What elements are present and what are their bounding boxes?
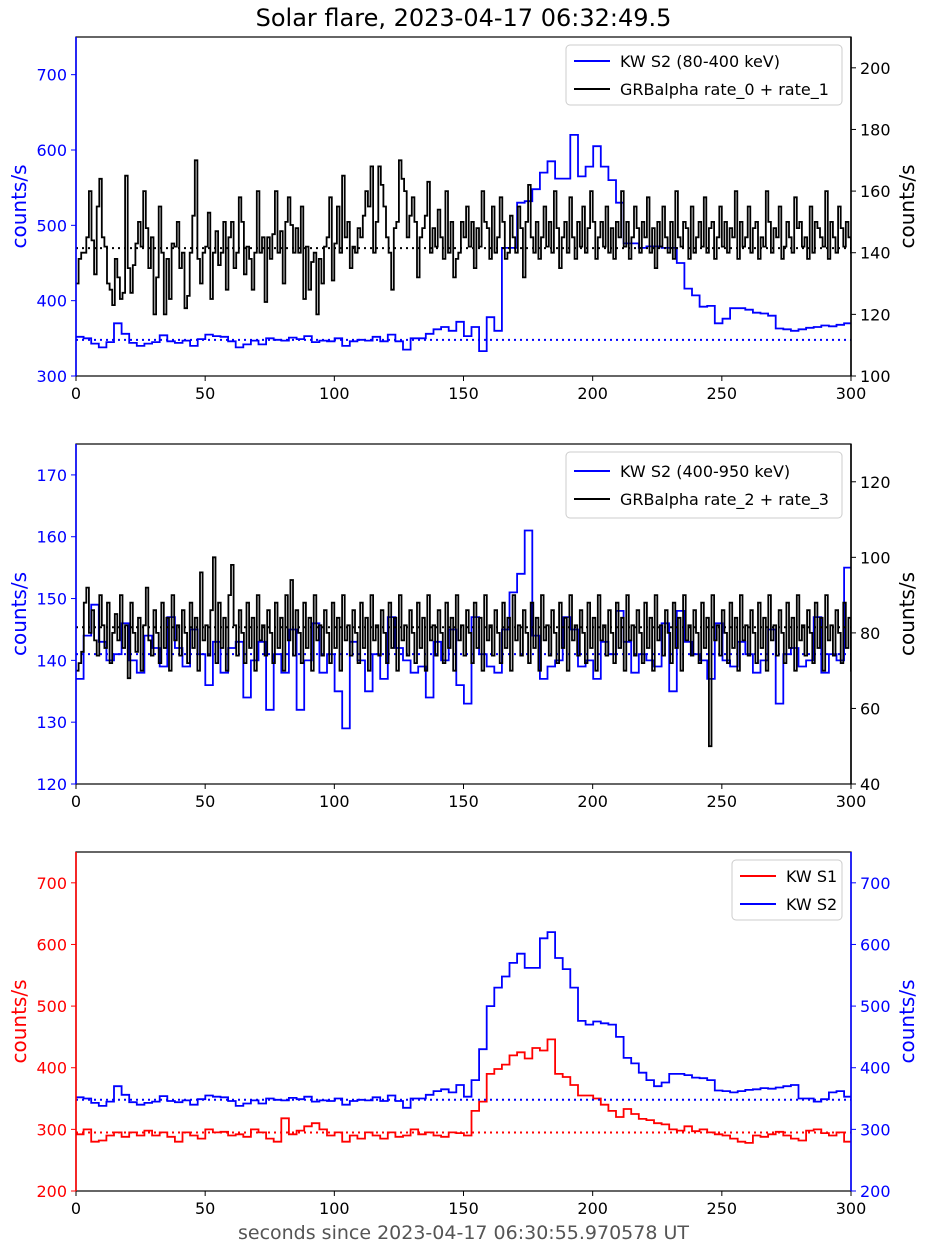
x-tick-label: 200 xyxy=(577,1199,608,1218)
x-tick-label: 0 xyxy=(71,1199,81,1218)
left-axis-label: counts/s xyxy=(7,572,31,656)
left-y-tick-label: 300 xyxy=(36,367,67,386)
right-axis-label: counts/s xyxy=(895,572,919,656)
right-y-tick-label: 80 xyxy=(860,624,880,643)
x-tick-label: 250 xyxy=(707,1199,738,1218)
legend: KW S1 KW S2 xyxy=(731,859,843,921)
x-tick-label: 300 xyxy=(836,384,867,403)
right-y-tick-label: 200 xyxy=(860,59,891,78)
left-y-tick-label: 170 xyxy=(36,466,67,485)
right-y-tick-label: 40 xyxy=(860,775,880,794)
legend: KW S2 (80-400 keV) GRBalpha rate_0 + rate… xyxy=(565,44,843,106)
legend-label: KW S1 xyxy=(786,867,837,886)
legend-label: GRBalpha rate_0 + rate_1 xyxy=(620,80,829,100)
legend-box xyxy=(565,44,843,106)
x-tick-label: 0 xyxy=(71,384,81,403)
x-tick-label: 150 xyxy=(448,1199,479,1218)
right-y-tick-label: 500 xyxy=(860,997,891,1016)
x-tick-label: 50 xyxy=(195,1199,215,1218)
x-tick-label: 150 xyxy=(448,384,479,403)
right-y-tick-label: 160 xyxy=(860,182,891,201)
x-tick-label: 50 xyxy=(195,792,215,811)
left-y-tick-label: 600 xyxy=(36,141,67,160)
x-tick-label: 100 xyxy=(319,1199,350,1218)
series-line-1 xyxy=(76,159,851,316)
x-tick-label: 250 xyxy=(707,384,738,403)
panel-middle: 0 50 100 150 200 250 300 120 130 140 150 160 170 40 60… xyxy=(7,443,919,811)
left-y-tick-label: 400 xyxy=(36,292,67,311)
left-y-tick-label: 150 xyxy=(36,590,67,609)
series-line-1 xyxy=(76,556,851,748)
legend-box xyxy=(565,451,843,519)
x-tick-label: 300 xyxy=(836,792,867,811)
series-line-0 xyxy=(76,529,851,730)
x-tick-label: 0 xyxy=(71,792,81,811)
left-y-tick-label: 400 xyxy=(36,1059,67,1078)
plot-area xyxy=(76,134,851,352)
x-tick-label: 50 xyxy=(195,384,215,403)
x-tick-label: 300 xyxy=(836,1199,867,1218)
right-y-tick-label: 120 xyxy=(860,473,891,492)
x-tick-label: 150 xyxy=(448,792,479,811)
right-y-tick-label: 140 xyxy=(860,244,891,263)
left-y-tick-label: 130 xyxy=(36,713,67,732)
series-line-1 xyxy=(76,931,851,1109)
left-y-tick-label: 300 xyxy=(36,1120,67,1139)
right-y-tick-label: 100 xyxy=(860,548,891,567)
left-y-tick-label: 500 xyxy=(36,997,67,1016)
x-axis-label: seconds since 2023-04-17 06:30:55.970578… xyxy=(237,1222,689,1244)
plot-area xyxy=(76,529,851,748)
legend-label: KW S2 (80-400 keV) xyxy=(620,52,780,71)
x-tick-label: 250 xyxy=(707,792,738,811)
left-y-tick-label: 160 xyxy=(36,528,67,547)
plot-area xyxy=(76,931,851,1144)
right-y-tick-label: 120 xyxy=(860,305,891,324)
x-tick-label: 200 xyxy=(577,384,608,403)
right-y-tick-label: 200 xyxy=(860,1182,891,1201)
right-y-tick-label: 400 xyxy=(860,1059,891,1078)
right-y-tick-label: 60 xyxy=(860,699,880,718)
x-tick-label: 200 xyxy=(577,792,608,811)
left-axis-label: counts/s xyxy=(7,164,31,248)
left-y-tick-label: 600 xyxy=(36,935,67,954)
left-y-tick-label: 500 xyxy=(36,216,67,235)
legend-label: KW S2 xyxy=(786,895,837,914)
right-y-tick-label: 180 xyxy=(860,120,891,139)
left-y-tick-label: 700 xyxy=(36,66,67,85)
right-y-tick-label: 600 xyxy=(860,935,891,954)
right-y-tick-label: 700 xyxy=(860,874,891,893)
legend-label: GRBalpha rate_2 + rate_3 xyxy=(620,490,829,510)
right-axis-label: counts/s xyxy=(895,979,919,1063)
legend: KW S2 (400-950 keV) GRBalpha rate_2 + rat… xyxy=(565,451,843,519)
left-y-tick-label: 200 xyxy=(36,1182,67,1201)
left-y-tick-label: 140 xyxy=(36,651,67,670)
x-tick-label: 100 xyxy=(319,792,350,811)
legend-label: KW S2 (400-950 keV) xyxy=(620,462,790,481)
x-tick-label: 100 xyxy=(319,384,350,403)
right-axis-label: counts/s xyxy=(895,164,919,248)
panel-bottom: 0 50 100 150 200 250 3002003004005006007002003… xyxy=(7,851,919,1218)
series-line-0 xyxy=(76,1038,851,1144)
left-axis-label: counts/s xyxy=(7,979,31,1063)
panel-top: 0 50 100 150 200 250 300 300 400 500 600 700 100 120 1… xyxy=(7,36,919,403)
right-y-tick-label: 300 xyxy=(860,1120,891,1139)
figure-title: Solar flare, 2023-04-17 06:32:49.5 xyxy=(255,4,672,32)
right-y-tick-label: 100 xyxy=(860,367,891,386)
left-y-tick-label: 700 xyxy=(36,874,67,893)
series-line-0 xyxy=(76,134,851,352)
left-y-tick-label: 120 xyxy=(36,775,67,794)
